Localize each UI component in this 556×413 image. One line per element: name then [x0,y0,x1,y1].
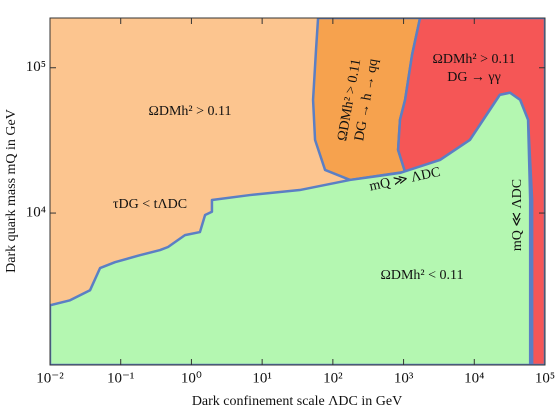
ticks: 10⁻² 10⁻¹ 10⁰ 10¹ 10² 10³ 10⁴ 10⁵ 10⁴ 10⁵ [26,18,555,386]
y-tick-label: 10⁵ [26,59,46,75]
x-tick-label: 10⁻¹ [107,370,134,386]
x-tick-label: 10⁰ [181,370,202,386]
x-tick-label: 10⁻² [36,370,64,386]
x-tick-label: 10⁵ [535,370,555,386]
annotation: ΩDMh² > 0.11 [148,104,231,119]
x-axis-label: Dark confinement scale ΛDC in GeV [192,394,402,409]
annotation: mQ ≪ ΛDC [510,179,525,251]
plot-area [50,18,545,365]
y-axis-label: Dark quark mass mQ in GeV [4,109,19,273]
x-tick-label: 10³ [394,370,414,386]
x-tick-label: 10¹ [252,370,272,386]
y-tick-label: 10⁴ [26,204,46,220]
annotation: τDG < tΛDC [113,197,187,212]
annotation: ΩDMh² < 0.11 [380,268,463,283]
region [50,91,532,365]
x-tick-label: 10² [323,370,343,386]
annotation: ΩDMh² > 0.11 [432,52,515,67]
x-tick-label: 10⁴ [464,370,484,386]
annotation: DG → γγ [447,70,501,85]
frame [49,17,546,366]
